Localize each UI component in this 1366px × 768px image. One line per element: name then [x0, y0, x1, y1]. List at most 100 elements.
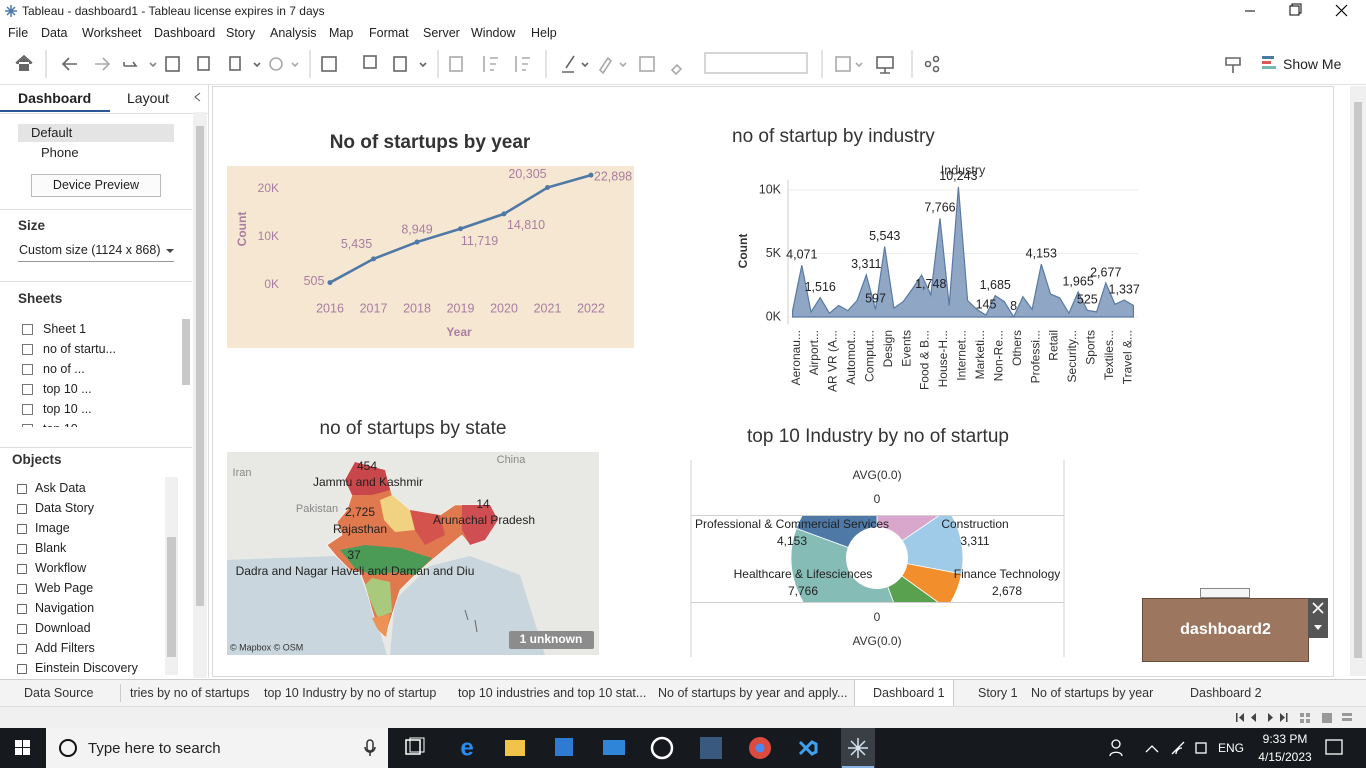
y-tick-label: 0K — [264, 277, 279, 291]
divider — [0, 209, 192, 210]
x-tick-label: 2016 — [316, 301, 344, 315]
x-tick-label: Others — [1010, 330, 1024, 366]
x-tick-label: AR VR (A... — [826, 330, 840, 392]
sheet-item[interactable]: Sheet 1 — [18, 319, 180, 339]
object-item[interactable]: Add Filters — [12, 638, 164, 658]
map — [227, 452, 599, 655]
donut-hole — [846, 527, 908, 589]
menu-item[interactable]: Format — [369, 26, 409, 40]
object-item[interactable]: Navigation — [12, 598, 164, 618]
x-tick-label: Marketi... — [973, 330, 987, 379]
x-tick-label: 2019 — [447, 301, 475, 315]
sheet-tab[interactable]: Data Source — [24, 686, 94, 700]
menu-item[interactable]: Analysis — [270, 26, 317, 40]
pie-frame — [690, 460, 1065, 657]
sheet-tab[interactable]: Dashboard 2 — [1190, 686, 1262, 700]
point — [371, 256, 376, 262]
device-preview-button[interactable]: Device Preview — [31, 174, 161, 197]
floating-controls[interactable] — [1308, 598, 1328, 638]
drag-handle[interactable] — [1200, 588, 1250, 598]
sheet-tab[interactable]: No of startups by year — [1031, 686, 1154, 700]
x-tick-label: Retail — [1047, 330, 1061, 361]
selected-device — [18, 124, 174, 142]
sheet-tab-bar: Data Source tries by no of startups top 10… — [0, 679, 1366, 706]
object-item[interactable]: Ask Data — [12, 478, 164, 498]
underline — [18, 261, 174, 262]
menu-item[interactable]: File — [8, 26, 29, 40]
scrollbar-thumb[interactable] — [182, 319, 190, 385]
tab-navigation[interactable] — [1232, 711, 1362, 725]
sheet-item[interactable]: top 10 — [18, 419, 180, 427]
data-label: 145 — [976, 297, 997, 311]
object-item[interactable]: Blank — [12, 538, 164, 558]
pie-clip — [790, 516, 964, 602]
object-item[interactable]: Workflow — [12, 558, 164, 578]
language-indicator[interactable]: ENG — [1218, 741, 1245, 755]
x-tick-label: Non-Re... — [991, 330, 1005, 381]
size-heading: Size — [18, 218, 46, 233]
y-tick-label: 0K — [766, 309, 782, 323]
menu-item[interactable]: Data — [41, 26, 68, 40]
layout-tab[interactable]: Layout — [127, 90, 170, 106]
unknown-badge[interactable] — [509, 631, 594, 649]
menu-item[interactable]: Dashboard — [154, 26, 216, 40]
search-box[interactable]: Type here to search — [88, 740, 221, 757]
toolbar-icons[interactable] — [0, 44, 1366, 84]
clock-date[interactable]: 4/15/2023 — [1258, 750, 1312, 764]
sheet-item[interactable]: no of ... — [18, 359, 180, 379]
window-title: Tableau - dashboard1 - Tableau license e… — [22, 4, 325, 18]
object-item[interactable]: Web Page — [12, 578, 164, 598]
separator — [120, 684, 121, 702]
sheet-item[interactable]: no of startu... — [18, 339, 180, 359]
menu-item[interactable]: Worksheet — [82, 26, 142, 40]
x-tick-label: House-H... — [936, 330, 950, 387]
data-label: 1,965 — [1062, 274, 1093, 288]
sheet-tab[interactable]: Dashboard 1 — [854, 680, 954, 706]
menu-item[interactable]: Window — [471, 26, 516, 40]
size-value[interactable]: Custom size (1124 x 868) — [19, 243, 161, 257]
menu-item[interactable]: Story — [226, 26, 256, 40]
sheet-tab[interactable]: Story 1 — [978, 686, 1018, 700]
window-controls[interactable] — [1230, 0, 1366, 22]
point — [458, 226, 463, 232]
object-item[interactable]: Image — [12, 518, 164, 538]
menu-item[interactable]: Server — [423, 26, 460, 40]
divider — [0, 113, 208, 114]
menu-item[interactable]: Map — [329, 26, 354, 40]
device-default[interactable]: Default — [31, 125, 73, 140]
show-me-button[interactable]: Show Me — [1283, 56, 1342, 72]
object-item[interactable]: Data Story — [12, 498, 164, 518]
floating-dashboard-thumbnail[interactable]: dashboard2 — [1142, 598, 1309, 662]
x-tick-label: Aeronau... — [789, 330, 803, 385]
state-name: Jammu and Kashmir — [313, 475, 423, 489]
panel-scrollbar[interactable] — [193, 112, 207, 678]
object-item[interactable]: Download — [12, 618, 164, 638]
dashboard-tab[interactable]: Dashboard — [18, 90, 92, 106]
x-tick-label: Comput... — [862, 330, 876, 382]
data-label: 1,516 — [805, 280, 836, 294]
sheet-tab[interactable]: No of startups by year and apply... — [658, 686, 848, 700]
sheet-tab[interactable]: tries by no of startups — [130, 686, 250, 700]
taskbar-icons[interactable]: e — [0, 728, 1366, 768]
point — [545, 185, 550, 191]
device-phone[interactable]: Phone — [41, 145, 79, 160]
sheet-item[interactable]: top 10 ... — [18, 399, 180, 419]
sheet-tab[interactable]: top 10 Industry by no of startup — [264, 686, 437, 700]
clock-time[interactable]: 9:33 PM — [1262, 732, 1308, 746]
data-label: 11,719 — [461, 234, 498, 248]
data-label: 597 — [865, 292, 886, 306]
x-tick-label: 2022 — [577, 301, 605, 315]
y-tick-label: 20K — [258, 181, 279, 195]
object-item[interactable]: Einstein Discovery — [12, 658, 164, 678]
x-tick-label: Internet... — [955, 330, 969, 381]
sheet-item[interactable]: top 10 ... — [18, 379, 180, 399]
sheet-tab[interactable]: top 10 industries and top 10 stat... — [458, 686, 647, 700]
place-label: Pakistan — [296, 503, 338, 515]
collapse-icon[interactable] — [192, 91, 204, 103]
data-label: 4,153 — [1026, 247, 1057, 261]
x-axis-title: Year — [446, 325, 472, 339]
objects-scrollbar[interactable] — [165, 477, 178, 675]
menu-item[interactable]: Help — [531, 26, 557, 40]
canvas-scrollbar[interactable] — [1350, 86, 1366, 676]
dropdown-arrow[interactable] — [165, 247, 175, 255]
